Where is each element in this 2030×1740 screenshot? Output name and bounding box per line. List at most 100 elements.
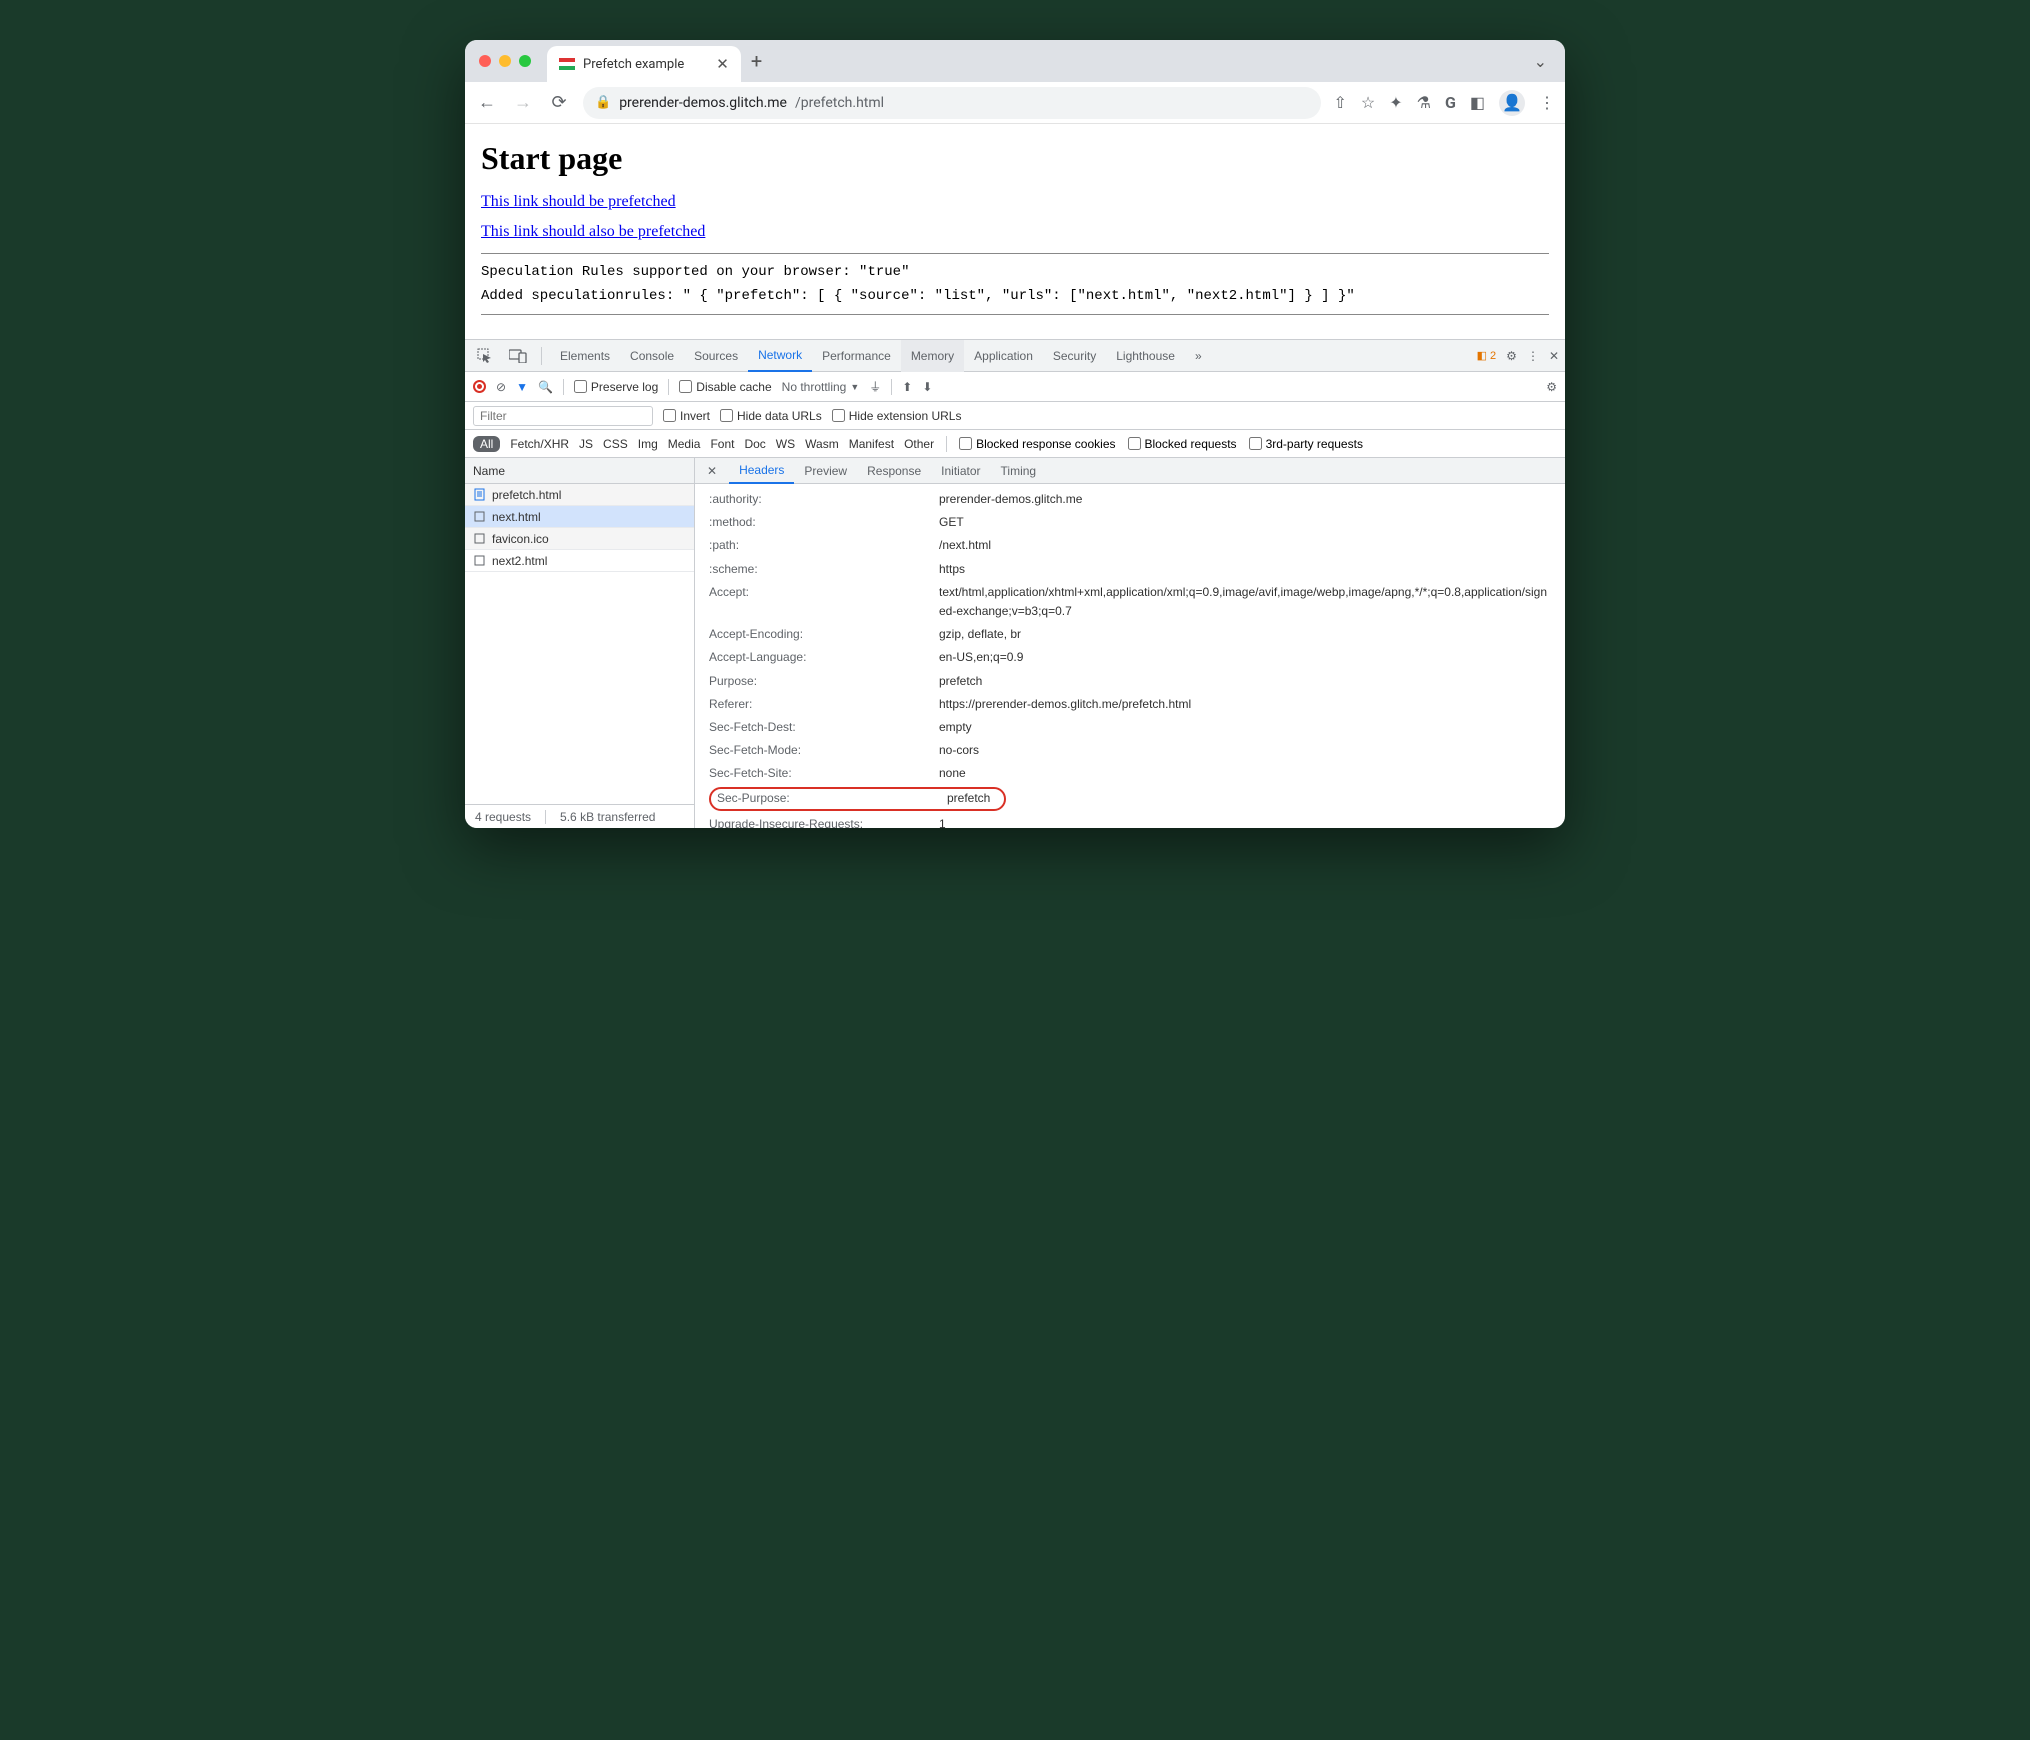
type-filter-wasm[interactable]: Wasm	[805, 437, 839, 451]
google-icon[interactable]: G	[1445, 93, 1456, 112]
filter-toggle-icon[interactable]: ▼	[516, 380, 528, 394]
hide-data-urls-checkbox[interactable]: Hide data URLs	[720, 409, 822, 423]
type-filter-img[interactable]: Img	[638, 437, 658, 451]
panel-tab-network[interactable]: Network	[748, 340, 812, 372]
export-har-icon[interactable]: ⬇	[922, 380, 932, 394]
type-filter-ws[interactable]: WS	[776, 437, 795, 451]
request-name: next.html	[492, 510, 541, 524]
filter-check-blocked-response-cookies[interactable]: Blocked response cookies	[959, 437, 1115, 451]
network-conditions-icon[interactable]: ⏚	[869, 378, 881, 395]
throttling-select[interactable]: No throttling ▼	[782, 380, 860, 394]
warnings-badge[interactable]: ◧ 2	[1477, 349, 1497, 362]
settings-icon[interactable]: ⚙	[1506, 349, 1517, 363]
detail-tab-initiator[interactable]: Initiator	[931, 458, 990, 484]
minimize-window[interactable]	[499, 55, 511, 67]
back-button[interactable]: ←	[475, 92, 499, 113]
header-row: :method:GET	[695, 511, 1565, 534]
tabs-dropdown-icon[interactable]: ⌄	[1534, 52, 1547, 71]
new-tab-button[interactable]: +	[751, 49, 762, 73]
disable-cache-checkbox[interactable]: Disable cache	[679, 380, 771, 394]
invert-checkbox[interactable]: Invert	[663, 409, 710, 423]
panel-tab-memory[interactable]: Memory	[901, 340, 964, 372]
panel-tab-performance[interactable]: Performance	[812, 340, 901, 372]
search-icon[interactable]: 🔍	[538, 380, 553, 394]
type-filter-doc[interactable]: Doc	[744, 437, 765, 451]
header-value: GET	[939, 513, 1551, 532]
header-key: Sec-Purpose:	[717, 789, 947, 808]
panel-tab-security[interactable]: Security	[1043, 340, 1106, 372]
page-content: Start page This link should be prefetche…	[465, 124, 1565, 339]
filter-check--rd-party-requests[interactable]: 3rd-party requests	[1249, 437, 1363, 451]
request-count: 4 requests	[475, 810, 546, 824]
header-value: https://prerender-demos.glitch.me/prefet…	[939, 695, 1551, 714]
network-toolbar: ⊘ ▼ 🔍 Preserve log Disable cache No thro…	[465, 372, 1565, 402]
type-filter-font[interactable]: Font	[710, 437, 734, 451]
header-key: :authority:	[709, 490, 939, 509]
reload-button[interactable]: ⟳	[547, 92, 571, 113]
type-filter-media[interactable]: Media	[668, 437, 701, 451]
headers-panel: :authority:prerender-demos.glitch.me :met…	[695, 484, 1565, 828]
share-icon[interactable]: ⇧	[1333, 93, 1346, 112]
panel-icon[interactable]: ◧	[1470, 93, 1485, 112]
header-value: prerender-demos.glitch.me	[939, 490, 1551, 509]
address-bar[interactable]: 🔒 prerender-demos.glitch.me/prefetch.htm…	[583, 87, 1321, 119]
profile-avatar[interactable]: 👤	[1499, 90, 1525, 116]
header-value: prefetch	[947, 789, 998, 808]
type-filter-js[interactable]: JS	[579, 437, 593, 451]
panel-tab-application[interactable]: Application	[964, 340, 1043, 372]
devtools-tabs: ElementsConsoleSourcesNetworkPerformance…	[465, 340, 1565, 372]
close-devtools-icon[interactable]: ✕	[1549, 349, 1559, 363]
menu-icon[interactable]: ⋮	[1539, 93, 1555, 112]
prefetch-link-1[interactable]: This link should be prefetched	[481, 193, 1549, 211]
type-filter-other[interactable]: Other	[904, 437, 934, 451]
type-filter-all[interactable]: All	[473, 436, 500, 452]
forward-button[interactable]: →	[511, 92, 535, 113]
header-row: Sec-Fetch-Site:none	[695, 762, 1565, 785]
type-filter-css[interactable]: CSS	[603, 437, 628, 451]
devtools-menu-icon[interactable]: ⋮	[1527, 349, 1539, 363]
detail-tab-preview[interactable]: Preview	[794, 458, 857, 484]
request-row[interactable]: next.html	[465, 506, 694, 528]
panel-tab-sources[interactable]: Sources	[684, 340, 748, 372]
network-main: Name prefetch.html next.html favicon.icone…	[465, 458, 1565, 828]
labs-icon[interactable]: ⚗	[1417, 93, 1431, 112]
network-settings-icon[interactable]: ⚙	[1546, 380, 1557, 394]
filter-input[interactable]	[473, 406, 653, 426]
browser-toolbar: ← → ⟳ 🔒 prerender-demos.glitch.me/prefet…	[465, 82, 1565, 124]
header-key: Sec-Fetch-Site:	[709, 764, 939, 783]
hide-extension-urls-checkbox[interactable]: Hide extension URLs	[832, 409, 962, 423]
browser-window: Prefetch example ✕ + ⌄ ← → ⟳ 🔒 prerender…	[465, 40, 1565, 828]
more-tabs-icon[interactable]: »	[1189, 349, 1208, 363]
request-icon	[473, 488, 486, 501]
header-row: Sec-Fetch-Dest:empty	[695, 716, 1565, 739]
preserve-log-checkbox[interactable]: Preserve log	[574, 380, 658, 394]
browser-tab[interactable]: Prefetch example ✕	[547, 46, 741, 82]
import-har-icon[interactable]: ⬆	[902, 380, 912, 394]
detail-tab-response[interactable]: Response	[857, 458, 931, 484]
panel-tab-lighthouse[interactable]: Lighthouse	[1106, 340, 1185, 372]
star-icon[interactable]: ☆	[1361, 93, 1375, 112]
prefetch-link-2[interactable]: This link should also be prefetched	[481, 223, 1549, 241]
close-tab-icon[interactable]: ✕	[716, 55, 729, 73]
clear-button[interactable]: ⊘	[496, 380, 506, 394]
record-button[interactable]	[473, 380, 486, 393]
speculation-rules: Added speculationrules: " { "prefetch": …	[481, 288, 1549, 304]
detail-tab-headers[interactable]: Headers	[729, 458, 794, 484]
inspect-icon[interactable]	[471, 348, 499, 364]
header-key: Accept:	[709, 583, 939, 621]
close-detail-icon[interactable]: ✕	[699, 464, 725, 478]
request-row[interactable]: favicon.ico	[465, 528, 694, 550]
maximize-window[interactable]	[519, 55, 531, 67]
filter-check-blocked-requests[interactable]: Blocked requests	[1128, 437, 1237, 451]
request-row[interactable]: prefetch.html	[465, 484, 694, 506]
close-window[interactable]	[479, 55, 491, 67]
type-filter-manifest[interactable]: Manifest	[849, 437, 894, 451]
device-icon[interactable]	[503, 349, 533, 363]
panel-tab-console[interactable]: Console	[620, 340, 684, 372]
column-header-name[interactable]: Name	[465, 458, 694, 484]
detail-tab-timing[interactable]: Timing	[991, 458, 1047, 484]
request-row[interactable]: next2.html	[465, 550, 694, 572]
extensions-icon[interactable]: ✦	[1389, 93, 1402, 112]
panel-tab-elements[interactable]: Elements	[550, 340, 620, 372]
type-filter-fetchxhr[interactable]: Fetch/XHR	[510, 437, 569, 451]
